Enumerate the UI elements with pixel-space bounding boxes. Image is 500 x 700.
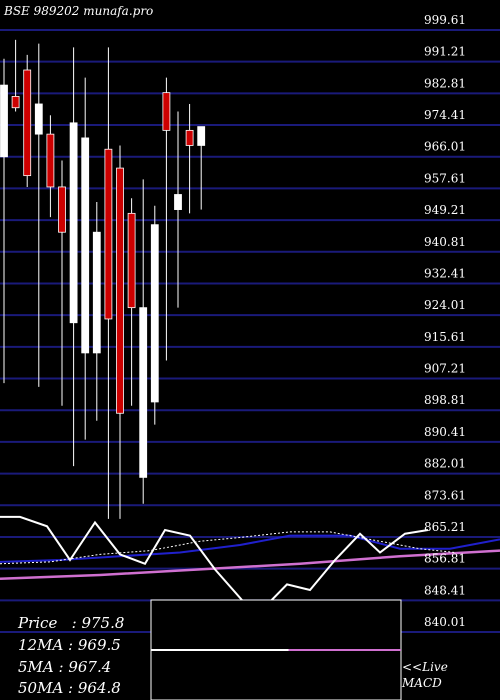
candle-body xyxy=(46,133,55,188)
y-tick-label: 974.41 xyxy=(424,108,466,122)
macd-line xyxy=(0,515,429,608)
y-tick-label: 949.21 xyxy=(424,203,466,217)
y-tick-label: 940.81 xyxy=(424,235,466,249)
indicator-lines xyxy=(0,515,500,608)
y-tick-label: 924.01 xyxy=(424,298,466,312)
macd-label: MACD xyxy=(402,676,442,690)
chart-title: BSE 989202 munafa.pro xyxy=(4,4,154,18)
y-tick-label: 898.81 xyxy=(424,393,466,407)
y-tick-label: 856.81 xyxy=(424,552,466,566)
candle-body xyxy=(11,96,20,109)
candle-body xyxy=(92,231,101,354)
y-tick-label: 907.21 xyxy=(424,362,466,376)
candle-body xyxy=(197,126,206,146)
price-readout: Price : 975.8 xyxy=(18,614,125,632)
ma50-readout: 50MA : 964.8 xyxy=(18,679,121,697)
candle-body xyxy=(104,148,113,320)
y-tick-label: 999.61 xyxy=(424,13,466,27)
candle-body xyxy=(139,307,148,478)
candle-body xyxy=(81,137,90,354)
y-tick-label: 991.21 xyxy=(424,45,466,59)
ma-pink-line xyxy=(0,549,500,580)
candle-body xyxy=(34,103,43,135)
candle-body xyxy=(0,84,8,158)
candle-body xyxy=(58,186,66,233)
candle-body xyxy=(127,212,136,309)
y-tick-label: 982.81 xyxy=(424,76,466,90)
ma-blue-line xyxy=(0,534,500,563)
candle-body xyxy=(116,167,124,414)
y-tick-label: 932.41 xyxy=(424,266,466,280)
candle-body xyxy=(23,69,32,177)
y-tick-label: 882.01 xyxy=(424,457,466,471)
candle-body xyxy=(174,194,182,210)
candle-body xyxy=(185,129,194,146)
candle-body xyxy=(150,224,159,403)
y-tick-label: 848.41 xyxy=(424,583,466,597)
y-axis-ticks: 999.61 991.21 982.81 974.41 966.01 957.61 949.… xyxy=(424,13,466,629)
candle-body xyxy=(162,92,171,131)
ma5-readout: 5MA : 967.4 xyxy=(18,658,112,676)
y-tick-label: 840.01 xyxy=(424,615,466,629)
candle-body xyxy=(69,122,78,324)
y-tick-label: 890.41 xyxy=(424,425,466,439)
ma12-readout: 12MA : 969.5 xyxy=(18,636,121,654)
y-tick-label: 873.61 xyxy=(424,488,466,502)
y-tick-label: 966.01 xyxy=(424,140,466,154)
y-tick-label: 957.61 xyxy=(424,171,466,185)
y-tick-label: 865.21 xyxy=(424,520,466,534)
macd-live-label: <<Live xyxy=(402,660,448,674)
candles xyxy=(0,39,206,519)
y-tick-label: 915.61 xyxy=(424,330,466,344)
signal-line xyxy=(0,531,456,565)
